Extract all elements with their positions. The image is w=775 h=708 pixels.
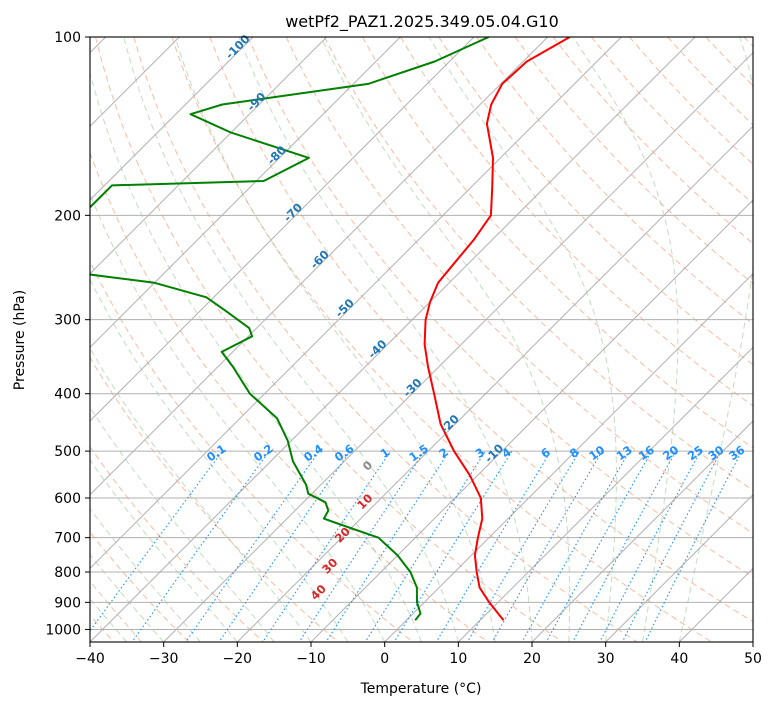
moist-adiabat [90,553,165,642]
isotherm [605,493,753,642]
moist-adiabat [90,278,349,642]
y-ticks: 100 200 300 400 500 600 700 800 900 1000 [45,30,90,638]
x-tick-label: 50 [744,651,762,667]
dry-adiabat [90,151,488,642]
moist-adiabat [320,37,571,642]
moist-adiabat [123,37,459,642]
moist-adiabat [90,598,128,642]
mixing-ratio-line [491,450,603,642]
moist-adiabat [90,459,238,642]
x-tick-label: −40 [75,651,105,667]
mixing-ratio-line [599,450,701,642]
dry-adiabat [476,37,753,325]
mixing-ratio-line [131,450,270,642]
x-tick-label: 20 [523,651,541,667]
mixing-ratio-line [325,450,450,642]
isotherm [163,51,753,642]
isotherm [384,272,753,642]
isotherm [90,37,401,349]
y-tick-label: 100 [54,30,81,46]
dry-adiabat [133,37,638,642]
mixing-ratio-line [521,450,630,642]
y-tick-label: 600 [54,491,81,507]
dry-adiabat [438,37,753,366]
x-tick-label: −10 [296,651,326,667]
x-tick-label: 40 [670,651,688,667]
y-axis-label: Pressure (hPa) [12,290,28,390]
dry-adiabat [95,37,563,642]
moist-adiabat [678,37,753,642]
y-tick-label: 1000 [45,622,81,638]
y-tick-label: 200 [54,208,81,224]
moist-adiabat [572,37,679,642]
isotherm [531,420,753,642]
dry-adiabat [323,37,753,491]
moist-adiabat [90,406,275,642]
mixing-ratio-line [262,450,392,642]
mixing-ratio-line [218,450,351,642]
moist-adiabat [428,37,617,642]
plot-frame [89,36,754,643]
mixing-ratio-line [644,450,743,642]
isotherm [90,37,475,422]
y-tick-label: 300 [54,313,81,329]
isotherm [90,37,254,201]
dry-adiabat [90,445,264,642]
y-tick-label: 400 [54,387,81,403]
x-tick-label: 30 [597,651,615,667]
moist-adiabat [238,37,533,642]
mixing-ratio-line [364,450,486,642]
isotherm [457,346,753,642]
mixing-ratio-line [185,450,320,642]
dry-adiabat [285,37,753,535]
dry-adiabat [209,37,753,623]
x-tick-label: −20 [223,651,253,667]
mixing-ratio-line [90,450,223,632]
x-tick-label: −30 [149,651,179,667]
mixing-ratio-line [393,450,513,642]
y-tick-label: 500 [54,444,81,460]
temperature-profile [423,37,571,621]
x-ticks: −40 −30 −20 −10 0 10 20 30 40 50 [75,642,762,667]
chart-title: wetPf2_PAZ1.2025.349.05.04.G10 [285,12,559,32]
mixing-ratio-line [435,450,552,642]
profiles [90,37,571,621]
isotherm [90,37,328,275]
x-axis-label: Temperature (°C) [360,681,482,697]
isotherm [310,199,753,642]
isotherm [90,37,622,570]
moist-adiabat [90,70,422,642]
isotherm [236,125,753,642]
isotherm [90,37,696,642]
x-tick-label: 0 [380,651,389,667]
mixing-ratio-line [298,450,425,642]
y-tick-label: 900 [54,595,81,611]
moist-adiabat [90,507,201,642]
y-tick-label: 800 [54,565,81,581]
moist-adiabat [90,192,386,642]
dewpoint-profile [90,37,490,621]
y-tick-label: 700 [54,531,81,547]
x-tick-label: 10 [449,651,467,667]
dry-adiabat [247,37,753,578]
mixing-ratio-line [621,450,722,642]
reference-curve [90,580,142,642]
dry-adiabat [90,356,339,642]
